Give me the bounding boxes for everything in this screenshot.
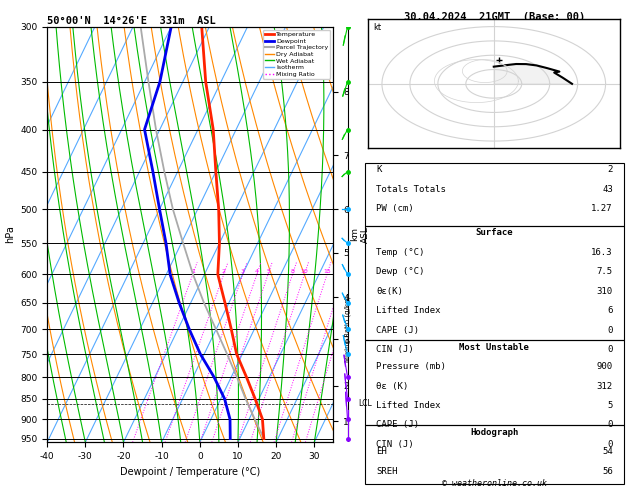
Polygon shape [494,64,572,84]
Text: 6: 6 [608,306,613,315]
Text: 7.5: 7.5 [597,267,613,277]
Text: Mixing Ratio (g/kg): Mixing Ratio (g/kg) [344,296,351,363]
Text: 50°00'N  14°26'E  331m  ASL: 50°00'N 14°26'E 331m ASL [47,16,216,26]
Text: 56: 56 [602,467,613,476]
Text: CIN (J): CIN (J) [376,345,413,354]
Text: Lifted Index: Lifted Index [376,306,440,315]
Text: Hodograph: Hodograph [470,428,518,437]
Text: CAPE (J): CAPE (J) [376,420,419,430]
Text: 8: 8 [291,269,294,274]
Text: 310: 310 [597,287,613,296]
Text: LCL: LCL [359,399,372,408]
Text: Lifted Index: Lifted Index [376,401,440,410]
Text: Surface: Surface [476,228,513,238]
Text: 30.04.2024  21GMT  (Base: 00): 30.04.2024 21GMT (Base: 00) [404,12,585,22]
Text: Pressure (mb): Pressure (mb) [376,362,446,371]
Text: 0: 0 [608,326,613,335]
Legend: Temperature, Dewpoint, Parcel Trajectory, Dry Adiabat, Wet Adiabat, Isotherm, Mi: Temperature, Dewpoint, Parcel Trajectory… [263,30,330,79]
Text: 2: 2 [222,269,226,274]
Text: 0: 0 [608,420,613,430]
Text: kt: kt [373,23,381,32]
Text: 312: 312 [597,382,613,391]
Text: Temp (°C): Temp (°C) [376,248,425,257]
Y-axis label: km
ASL: km ASL [350,226,370,243]
X-axis label: Dewpoint / Temperature (°C): Dewpoint / Temperature (°C) [120,467,260,477]
Bar [365,163,623,226]
Text: CIN (J): CIN (J) [376,440,413,449]
Text: 1.27: 1.27 [591,204,613,213]
Text: 5: 5 [266,269,270,274]
Text: SREH: SREH [376,467,398,476]
Text: © weatheronline.co.uk: © weatheronline.co.uk [442,479,547,486]
Text: Most Unstable: Most Unstable [459,343,530,352]
Text: 1: 1 [191,269,195,274]
Text: θε (K): θε (K) [376,382,408,391]
Text: 10: 10 [301,269,309,274]
Text: 43: 43 [602,185,613,194]
Text: CAPE (J): CAPE (J) [376,326,419,335]
Text: 54: 54 [602,447,613,456]
Text: 16.3: 16.3 [591,248,613,257]
Text: 15: 15 [323,269,331,274]
Bar [365,226,623,340]
Text: θε(K): θε(K) [376,287,403,296]
Text: 0: 0 [608,345,613,354]
Text: 4: 4 [255,269,259,274]
Text: EH: EH [376,447,387,456]
Y-axis label: hPa: hPa [4,226,14,243]
Text: 900: 900 [597,362,613,371]
Text: Totals Totals: Totals Totals [376,185,446,194]
Bar [365,340,623,425]
Text: PW (cm): PW (cm) [376,204,413,213]
Text: 2: 2 [608,165,613,174]
Text: Dewp (°C): Dewp (°C) [376,267,425,277]
Text: 3: 3 [241,269,245,274]
Text: 0: 0 [608,440,613,449]
Text: 5: 5 [608,401,613,410]
Bar [365,425,623,484]
Text: K: K [376,165,381,174]
